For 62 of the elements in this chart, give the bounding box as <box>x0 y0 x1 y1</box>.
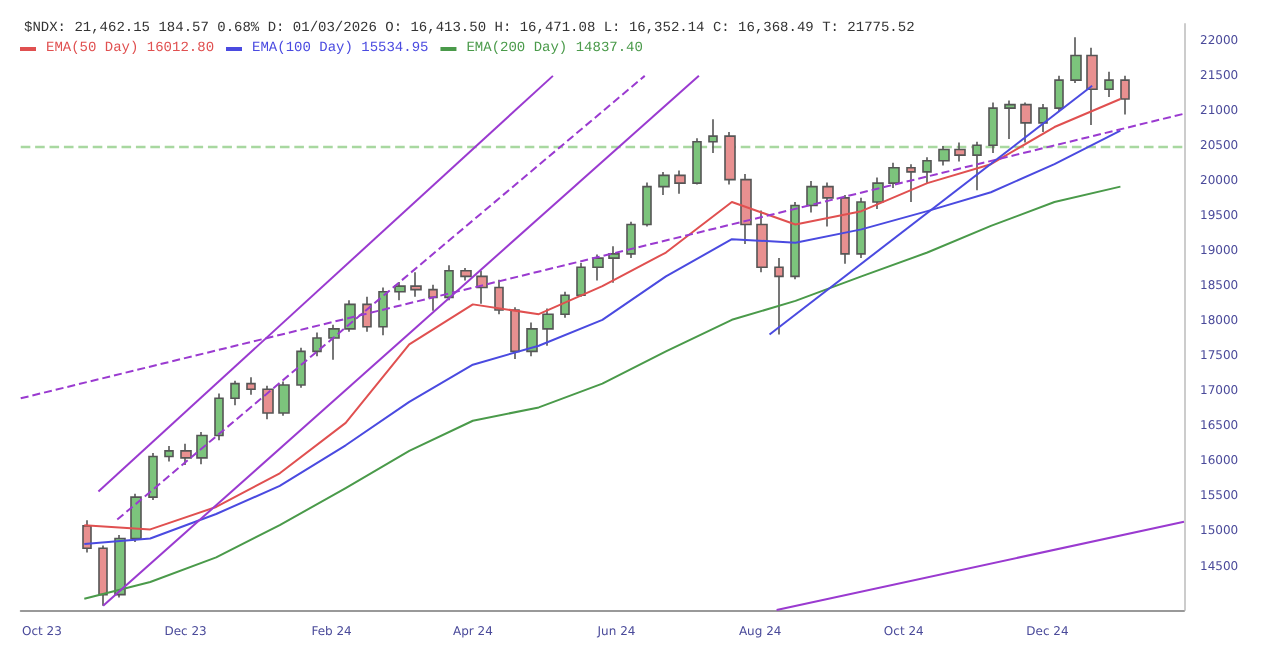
candlestick <box>872 176 884 210</box>
candlestick <box>378 286 388 337</box>
candlestick <box>822 181 834 228</box>
candlestick <box>626 220 636 259</box>
line-series <box>83 185 1122 600</box>
candlestick <box>196 431 208 465</box>
candlestick <box>476 269 488 305</box>
candlestick <box>856 197 866 259</box>
candlestick <box>510 306 520 360</box>
candlestick <box>1004 99 1016 140</box>
candlestick <box>724 131 736 186</box>
candlestick <box>692 137 702 186</box>
candlestick <box>1054 75 1064 112</box>
candlestick <box>658 171 670 196</box>
candlestick <box>954 141 966 163</box>
candlestick <box>410 271 422 298</box>
candlestick <box>494 279 504 315</box>
candlestick <box>806 180 818 214</box>
candlestick <box>906 163 916 203</box>
candlestick <box>1120 75 1130 116</box>
candlestick <box>592 253 604 282</box>
candlestick <box>988 101 998 154</box>
candlestick <box>394 281 406 301</box>
candlestick <box>98 544 108 607</box>
candlestick <box>608 245 620 284</box>
candlestick <box>328 323 340 361</box>
candlestick <box>180 443 192 466</box>
candlestick <box>148 452 158 501</box>
candlestick <box>790 201 800 280</box>
candlestick <box>708 118 718 154</box>
candlestick <box>428 283 438 312</box>
candlestick <box>774 257 784 336</box>
candlestick <box>312 331 322 358</box>
candlestick <box>1070 36 1082 84</box>
candlestick <box>262 384 274 421</box>
candlestick <box>642 181 652 228</box>
candlestick <box>888 161 900 189</box>
candlestick <box>82 519 92 554</box>
candlestick <box>278 380 290 417</box>
candlestick <box>756 209 768 273</box>
candlestick <box>230 379 240 407</box>
candlestick <box>922 156 932 185</box>
candlestick <box>840 194 850 265</box>
candlestick <box>526 321 538 358</box>
candlestick <box>214 392 224 442</box>
candlestick <box>114 534 126 599</box>
candlestick <box>938 145 950 167</box>
candlestick <box>246 376 256 396</box>
candlestick <box>576 262 586 298</box>
candlestick <box>1038 103 1048 133</box>
candlestick <box>296 347 306 389</box>
candlestick <box>1086 47 1098 126</box>
candlestick <box>130 492 142 543</box>
candlestick <box>164 445 174 463</box>
candlestick <box>542 307 554 347</box>
candlestick <box>444 264 454 301</box>
candlestick <box>674 169 686 195</box>
candlestick <box>1020 101 1032 144</box>
candlestick <box>740 173 752 245</box>
candlestick <box>460 267 472 282</box>
candlestick <box>1104 70 1114 98</box>
candlestick <box>972 140 982 191</box>
